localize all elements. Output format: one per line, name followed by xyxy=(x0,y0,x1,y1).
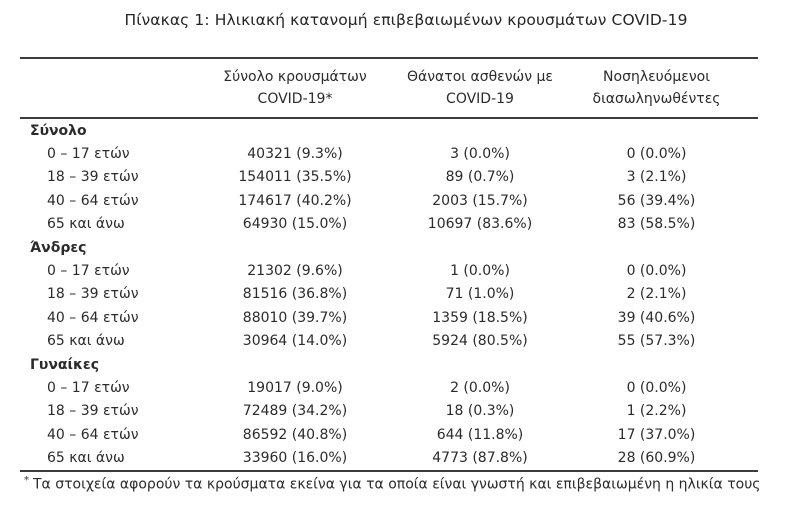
age-group-label: 18 – 39 ετών xyxy=(47,169,139,186)
section-header-total: Σύνολο xyxy=(20,119,758,142)
intubated-value: 55 (57.3%) xyxy=(617,333,696,350)
cases-value: 64930 (15.0%) xyxy=(242,216,348,233)
table-header-row: Σύνολο κρουσμάτων COVID-19* Θάνατοι ασθε… xyxy=(20,59,758,119)
header-intubated: Νοσηλευόμενοι διασωληνωθέντες xyxy=(555,66,758,110)
header-empty-cell xyxy=(20,66,185,110)
deaths-value: 3 (0.0%) xyxy=(450,146,510,163)
deaths-value: 4773 (87.8%) xyxy=(432,450,528,467)
table-title: Πίνακας 1: Ηλικιακή κατανομή επιβεβαιωμέ… xyxy=(124,11,688,29)
header-line: Θάνατοι ασθενών με xyxy=(406,69,553,85)
deaths-value: 2003 (15.7%) xyxy=(432,192,528,209)
deaths-value: 10697 (83.6%) xyxy=(427,216,533,233)
cases-value: 81516 (36.8%) xyxy=(242,286,348,303)
table-row: 65 και άνω 33960 (16.0%) 4773 (87.8%) 28… xyxy=(20,446,758,469)
intubated-value: 56 (39.4%) xyxy=(617,192,696,209)
header-total-cases: Σύνολο κρουσμάτων COVID-19* xyxy=(185,66,405,110)
header-line: COVID-19* xyxy=(257,91,333,107)
age-group-label: 0 – 17 ετών xyxy=(47,146,130,163)
intubated-value: 28 (60.9%) xyxy=(617,450,696,467)
deaths-value: 5924 (80.5%) xyxy=(432,333,528,350)
table-row: 18 – 39 ετών 72489 (34.2%) 18 (0.3%) 1 (… xyxy=(20,400,758,423)
intubated-value: 83 (58.5%) xyxy=(617,216,696,233)
deaths-value: 644 (11.8%) xyxy=(436,426,524,443)
age-group-label: 18 – 39 ετών xyxy=(47,403,139,420)
table-row: 0 – 17 ετών 21302 (9.6%) 1 (0.0%) 0 (0.0… xyxy=(20,259,758,282)
header-line: διασωληνωθέντες xyxy=(592,91,721,107)
table-row: 40 – 64 ετών 174617 (40.2%) 2003 (15.7%)… xyxy=(20,189,758,212)
age-group-label: 0 – 17 ετών xyxy=(47,263,130,280)
cases-value: 33960 (16.0%) xyxy=(242,450,348,467)
covid-age-distribution-table: Σύνολο κρουσμάτων COVID-19* Θάνατοι ασθε… xyxy=(20,57,758,472)
table-row: 40 – 64 ετών 88010 (39.7%) 1359 (18.5%) … xyxy=(20,306,758,329)
age-group-label: 65 και άνω xyxy=(47,450,125,467)
age-group-label: 40 – 64 ετών xyxy=(47,192,139,209)
section-label: Άνδρες xyxy=(30,239,87,256)
header-deaths: Θάνατοι ασθενών με COVID-19 xyxy=(405,66,555,110)
deaths-value: 18 (0.3%) xyxy=(445,403,515,420)
table-row: 0 – 17 ετών 40321 (9.3%) 3 (0.0%) 0 (0.0… xyxy=(20,142,758,165)
age-group-label: 65 και άνω xyxy=(47,216,125,233)
cases-value: 154011 (35.5%) xyxy=(238,169,352,186)
header-line: COVID-19 xyxy=(446,91,514,107)
footnote-asterisk: * xyxy=(24,475,29,486)
intubated-value: 0 (0.0%) xyxy=(626,146,687,163)
age-group-label: 40 – 64 ετών xyxy=(47,309,139,326)
intubated-value: 0 (0.0%) xyxy=(626,263,687,280)
section-label: Σύνολο xyxy=(30,122,87,139)
table-body: Σύνολο 0 – 17 ετών 40321 (9.3%) 3 (0.0%)… xyxy=(20,119,758,470)
age-group-label: 0 – 17 ετών xyxy=(47,379,130,396)
intubated-value: 17 (37.0%) xyxy=(617,426,696,443)
deaths-value: 1 (0.0%) xyxy=(450,263,510,280)
footnote-text: Τα στοιχεία αφορούν τα κρούσματα εκείνα … xyxy=(33,476,761,493)
age-group-label: 40 – 64 ετών xyxy=(47,426,139,443)
intubated-value: 0 (0.0%) xyxy=(626,379,687,396)
intubated-value: 1 (2.2%) xyxy=(626,403,687,420)
cases-value: 21302 (9.6%) xyxy=(247,263,343,280)
header-line: Νοσηλευόμενοι xyxy=(603,69,710,85)
table-row: 40 – 64 ετών 86592 (40.8%) 644 (11.8%) 1… xyxy=(20,423,758,446)
table-row: 65 και άνω 30964 (14.0%) 5924 (80.5%) 55… xyxy=(20,330,758,353)
cases-value: 40321 (9.3%) xyxy=(247,146,343,163)
cases-value: 30964 (14.0%) xyxy=(242,333,348,350)
intubated-value: 3 (2.1%) xyxy=(626,169,687,186)
cases-value: 88010 (39.7%) xyxy=(242,309,348,326)
deaths-value: 2 (0.0%) xyxy=(450,379,510,396)
table-row: 65 και άνω 64930 (15.0%) 10697 (83.6%) 8… xyxy=(20,213,758,236)
intubated-value: 2 (2.1%) xyxy=(626,286,687,303)
header-line: Σύνολο κρουσμάτων xyxy=(223,69,367,85)
table-row: 18 – 39 ετών 154011 (35.5%) 89 (0.7%) 3 … xyxy=(20,166,758,189)
deaths-value: 1359 (18.5%) xyxy=(432,309,528,326)
intubated-value: 39 (40.6%) xyxy=(617,309,696,326)
footnote: * Τα στοιχεία αφορούν τα κρούσματα εκείνα… xyxy=(24,475,761,493)
cases-value: 72489 (34.2%) xyxy=(242,403,348,420)
section-header-men: Άνδρες xyxy=(20,236,758,259)
cases-value: 174617 (40.2%) xyxy=(238,192,352,209)
age-group-label: 65 και άνω xyxy=(47,333,125,350)
deaths-value: 71 (1.0%) xyxy=(445,286,515,303)
section-label: Γυναίκες xyxy=(30,356,100,373)
age-group-label: 18 – 39 ετών xyxy=(47,286,139,303)
table-row: 18 – 39 ετών 81516 (36.8%) 71 (1.0%) 2 (… xyxy=(20,283,758,306)
deaths-value: 89 (0.7%) xyxy=(445,169,515,186)
cases-value: 19017 (9.0%) xyxy=(247,379,343,396)
table-row: 0 – 17 ετών 19017 (9.0%) 2 (0.0%) 0 (0.0… xyxy=(20,376,758,399)
cases-value: 86592 (40.8%) xyxy=(242,426,348,443)
section-header-women: Γυναίκες xyxy=(20,353,758,376)
